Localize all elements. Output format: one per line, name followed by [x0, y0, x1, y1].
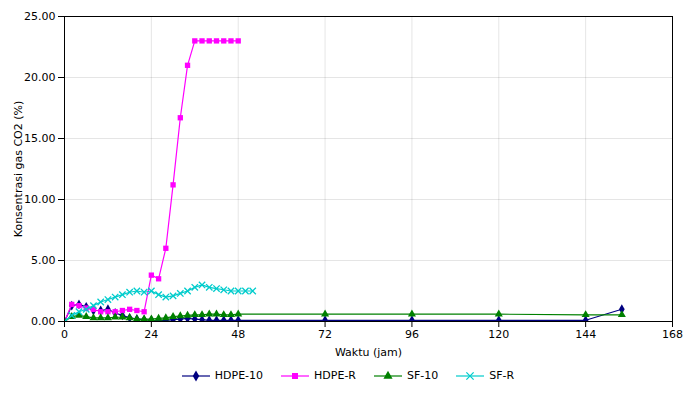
svg-text:0.00: 0.00	[31, 315, 56, 328]
svg-text:15.00: 15.00	[24, 132, 56, 145]
html-text:HDPE-10: HDPE-10	[214, 369, 264, 382]
svg-text:48: 48	[231, 328, 245, 341]
svg-text:24: 24	[144, 328, 158, 341]
svg-text:96: 96	[405, 328, 419, 341]
svg-text:10.00: 10.00	[24, 193, 56, 206]
html-text:SF-10: SF-10	[407, 369, 439, 382]
svg-text:5.00: 5.00	[31, 254, 56, 267]
svg-text:144: 144	[575, 328, 596, 341]
svg-text:72: 72	[318, 328, 332, 341]
svg-text:168: 168	[662, 328, 683, 341]
svg-text:20.00: 20.00	[24, 71, 56, 84]
svg-text:25.00: 25.00	[24, 10, 56, 23]
svg-text:0: 0	[61, 328, 68, 341]
html-text:HDPE-R: HDPE-R	[314, 369, 356, 382]
svg-text:120: 120	[488, 328, 509, 341]
html-text:SF-R: SF-R	[489, 369, 515, 382]
svg-text:Waktu (jam): Waktu (jam)	[335, 346, 402, 359]
svg-text:Konsentrasi gas CO2 (%): Konsentrasi gas CO2 (%)	[12, 101, 25, 238]
